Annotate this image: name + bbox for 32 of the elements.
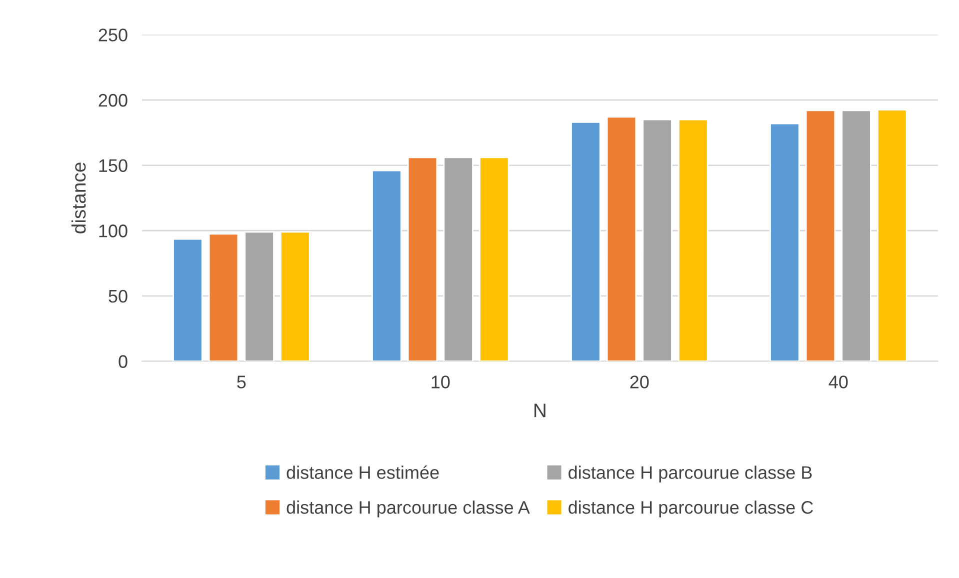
y-tick-label: 150 xyxy=(99,159,128,172)
bar xyxy=(606,116,637,362)
bar xyxy=(642,118,672,362)
bar xyxy=(443,156,474,362)
bar xyxy=(407,156,438,362)
bar xyxy=(244,231,274,362)
bar xyxy=(570,122,601,362)
y-tick-label: 100 xyxy=(99,224,128,238)
bar xyxy=(172,238,203,362)
legend-label: distance H parcourue classe A xyxy=(286,500,530,518)
x-tick-label: 10 xyxy=(432,376,450,388)
x-tick-label: 20 xyxy=(630,376,649,388)
y-tick-label: 250 xyxy=(98,28,128,42)
bar xyxy=(805,110,836,362)
y-tick-label: 0 xyxy=(118,355,128,368)
bar xyxy=(280,231,310,362)
x-axis-title: N xyxy=(534,404,546,418)
bar xyxy=(877,109,908,362)
legend-label: distance H estimée xyxy=(286,465,439,479)
legend-label: distance H parcourue classe B xyxy=(568,466,812,483)
x-tick-label: 40 xyxy=(828,376,848,388)
bar xyxy=(479,156,510,362)
y-tick-label: 50 xyxy=(108,290,128,303)
y-axis-title: distance xyxy=(71,162,86,234)
bar xyxy=(770,122,800,362)
bar xyxy=(372,170,402,362)
x-tick-label: 5 xyxy=(237,376,246,388)
bar xyxy=(208,233,239,362)
y-tick-label: 200 xyxy=(98,94,128,107)
legend-label: distance H parcourue classe C xyxy=(568,500,813,518)
bar xyxy=(841,110,872,362)
bar xyxy=(678,118,708,362)
